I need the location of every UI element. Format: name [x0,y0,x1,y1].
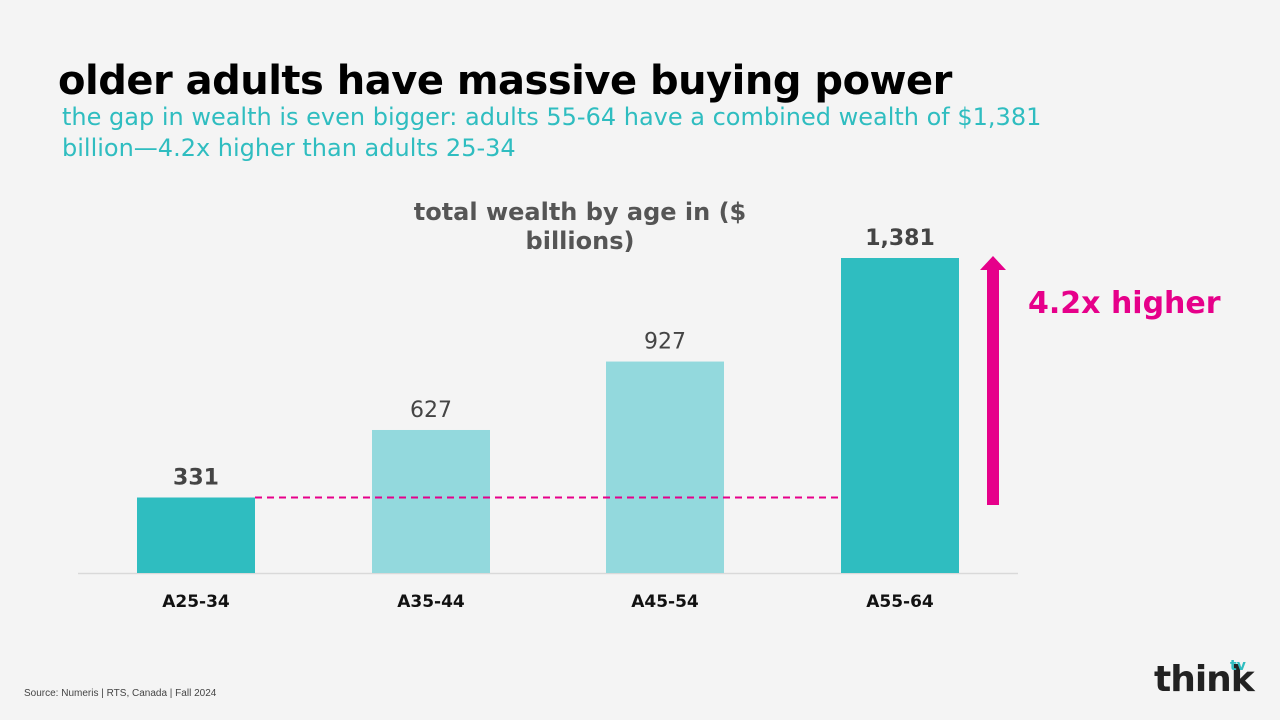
x-tick-a25-34: A25-34 [162,592,230,612]
data-label-a25-34: 331 [173,466,219,491]
bar-a55-64 [841,258,959,573]
data-label-a35-44: 627 [410,398,452,423]
slide-title: older adults have massive buying power [58,58,952,104]
data-label-a45-54: 927 [644,330,686,355]
data-label-a55-64: 1,381 [865,226,935,251]
source-note: Source: Numeris | RTS, Canada | Fall 202… [24,688,217,699]
slide-subtitle: the gap in wealth is even bigger: adults… [62,103,1042,162]
thinktv-logo: think [1154,659,1255,700]
bar-a35-44 [372,429,490,573]
growth-arrow-head [980,256,1006,270]
bar-a45-54 [606,361,724,573]
growth-arrow-shaft [987,268,999,505]
x-tick-a45-54: A45-54 [631,592,699,612]
multiplier-callout: 4.2x higher [1028,286,1221,321]
thinktv-logo-sup: tv [1230,658,1246,674]
x-tick-a35-44: A35-44 [397,592,465,612]
x-tick-a55-64: A55-64 [866,592,934,612]
chart-title: total wealth by age in ($ billions) [413,198,747,255]
bar-a25-34 [137,497,255,573]
